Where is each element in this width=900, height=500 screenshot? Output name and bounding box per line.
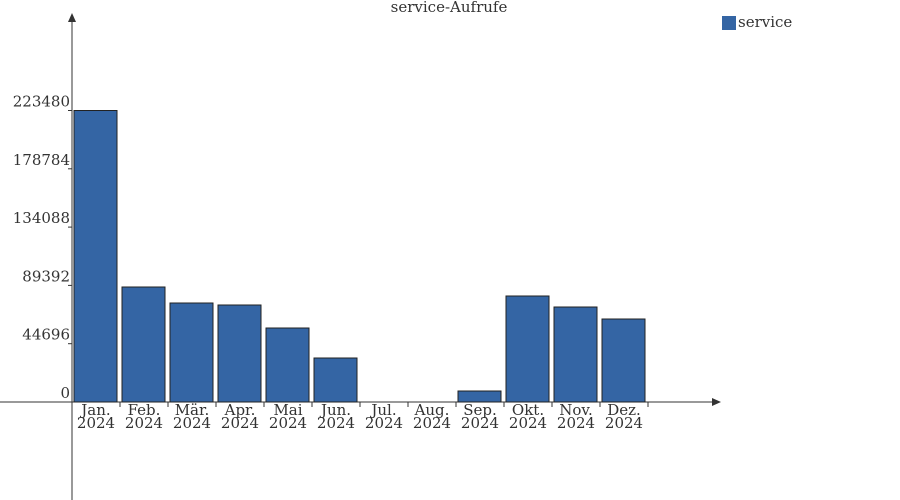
bar xyxy=(553,306,598,403)
y-tick-label: 89392 xyxy=(22,267,70,285)
legend-swatch xyxy=(722,16,736,30)
x-tick-label: 2024 xyxy=(557,414,595,432)
bar xyxy=(169,302,214,403)
y-tick-label: 134088 xyxy=(13,209,70,227)
x-tick-label: Okt. xyxy=(512,401,544,419)
y-tick-label: 0 xyxy=(60,384,70,402)
x-tick-label: 2024 xyxy=(317,414,355,432)
x-tick-label: 2024 xyxy=(173,414,211,432)
x-tick-label: Jan. xyxy=(79,401,110,419)
x-tick-label: 2024 xyxy=(413,414,451,432)
bar xyxy=(457,390,502,403)
y-tick-label: 223480 xyxy=(13,93,70,111)
x-tick-label: Apr. xyxy=(224,401,256,419)
bar xyxy=(265,327,310,403)
bar xyxy=(217,304,262,403)
x-tick-label: 2024 xyxy=(605,414,643,432)
x-tick-label: Nov. xyxy=(559,401,593,419)
bar xyxy=(601,318,646,403)
chart-title: service-Aufrufe xyxy=(391,0,508,16)
x-tick-label: Feb. xyxy=(128,401,161,419)
y-tick-label: 178784 xyxy=(13,151,70,169)
x-tick-label: Sep. xyxy=(463,401,497,419)
bar xyxy=(505,295,550,403)
x-tick-label: Jul. xyxy=(369,401,396,419)
x-tick-label: 2024 xyxy=(509,414,547,432)
x-tick-label: 2024 xyxy=(125,414,163,432)
x-tick-label: 2024 xyxy=(461,414,499,432)
x-tick-label: Aug. xyxy=(414,401,450,419)
legend-label: service xyxy=(738,13,792,31)
bar xyxy=(73,110,118,403)
bar xyxy=(313,357,358,403)
y-axis-arrow xyxy=(68,13,76,22)
y-tick-label: 44696 xyxy=(22,326,70,344)
x-tick-label: Mai xyxy=(273,401,302,419)
bar xyxy=(121,286,166,403)
x-tick-label: Dez. xyxy=(607,401,641,419)
x-tick-label: 2024 xyxy=(269,414,307,432)
x-tick-label: Jun. xyxy=(319,401,351,419)
x-tick-label: 2024 xyxy=(77,414,115,432)
x-tick-label: 2024 xyxy=(365,414,403,432)
x-axis-arrow xyxy=(712,398,721,406)
x-tick-label: Mär. xyxy=(175,401,210,419)
x-tick-label: 2024 xyxy=(221,414,259,432)
